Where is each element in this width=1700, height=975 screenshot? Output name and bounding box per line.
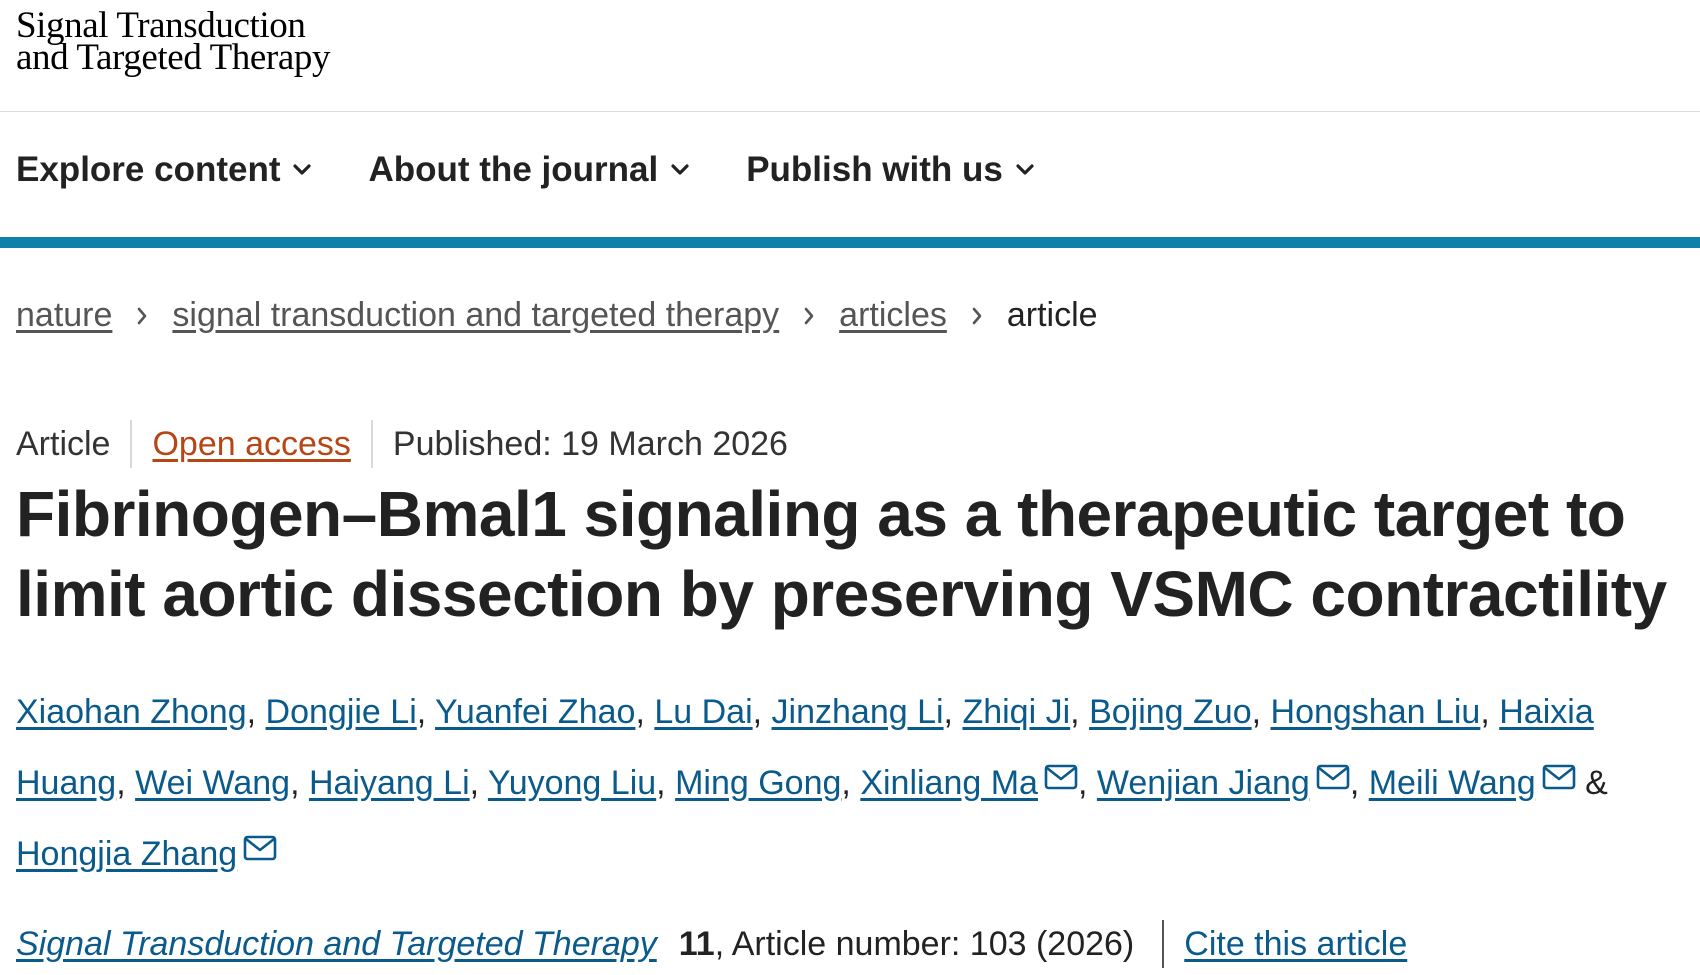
article-title: Fibrinogen–Bmal1 signaling as a therapeu…	[16, 478, 1667, 630]
author-separator: ,	[841, 764, 861, 802]
nav-about-journal-label: About the journal	[368, 150, 659, 189]
author-link[interactable]: Wei Wang	[135, 764, 291, 802]
meta-divider	[130, 420, 133, 468]
author-separator: &	[1575, 764, 1608, 802]
mail-icon[interactable]	[1542, 764, 1576, 790]
nav-publish-with-us-label: Publish with us	[746, 150, 1003, 189]
chevron-down-icon	[671, 164, 689, 175]
chevron-right-icon	[136, 306, 148, 326]
chevron-right-icon	[971, 306, 983, 326]
author-separator: ,	[1251, 693, 1271, 731]
logo-line-2: and Targeted Therapy	[16, 37, 331, 78]
author-separator: ,	[116, 764, 136, 802]
author-link[interactable]: Haixia Huang	[16, 693, 1594, 802]
author-separator: ,	[1070, 693, 1090, 731]
mail-icon[interactable]	[1044, 764, 1078, 790]
citation-line: Signal Transduction and Targeted Therapy…	[16, 920, 1407, 968]
mail-icon[interactable]	[243, 835, 277, 861]
author-link[interactable]: Ming Gong	[675, 764, 842, 802]
author-list: Xiaohan Zhong, Dongjie Li, Yuanfei Zhao,…	[16, 677, 1686, 890]
mail-icon[interactable]	[1316, 764, 1350, 790]
author-link[interactable]: Yuanfei Zhao	[435, 693, 636, 731]
journal-logo[interactable]: Signal Transduction and Targeted Therapy	[16, 5, 331, 78]
author-link[interactable]: Jinzhang Li	[771, 693, 944, 731]
author-link[interactable]: Dongjie Li	[265, 693, 417, 731]
nav-explore-content[interactable]: Explore content	[16, 150, 312, 190]
nav-accent-bar	[0, 237, 1700, 248]
citation-volume: 11	[678, 924, 715, 963]
nav-about-journal[interactable]: About the journal	[368, 150, 690, 190]
author-link[interactable]: Hongshan Liu	[1270, 693, 1481, 731]
citation-divider	[1162, 920, 1165, 968]
author-separator: ,	[416, 693, 436, 731]
published-date: Published: 19 March 2026	[392, 424, 788, 463]
header-divider	[0, 111, 1700, 112]
chevron-right-icon	[803, 306, 815, 326]
author-link[interactable]: Lu Dai	[654, 693, 753, 731]
author-link[interactable]: Bojing Zuo	[1089, 693, 1252, 731]
breadcrumb-journal[interactable]: signal transduction and targeted therapy	[172, 296, 780, 334]
breadcrumb-current: article	[1006, 296, 1098, 334]
open-access-link[interactable]: Open access	[152, 424, 351, 463]
author-separator: ,	[290, 764, 309, 802]
main-nav: Explore content About the journal Publis…	[16, 150, 1091, 190]
citation-article-number: , Article number: 103 (2026)	[714, 924, 1135, 963]
author-separator: ,	[246, 693, 266, 731]
chevron-down-icon	[1016, 164, 1034, 175]
citation-journal-link[interactable]: Signal Transduction and Targeted Therapy	[16, 924, 657, 963]
author-separator: ,	[469, 764, 488, 802]
cite-this-article-link[interactable]: Cite this article	[1184, 924, 1408, 963]
author-link[interactable]: Xinliang Ma	[860, 764, 1038, 802]
author-link[interactable]: Meili Wang	[1368, 764, 1536, 802]
nav-explore-content-label: Explore content	[16, 150, 281, 189]
author-link[interactable]: Hongjia Zhang	[16, 835, 238, 873]
author-link[interactable]: Zhiqi Ji	[962, 693, 1071, 731]
breadcrumb: nature signal transduction and targeted …	[16, 296, 1098, 335]
author-separator: ,	[1480, 693, 1500, 731]
meta-divider	[370, 420, 373, 468]
author-link[interactable]: Xiaohan Zhong	[16, 693, 247, 731]
author-link[interactable]: Haiyang Li	[308, 764, 470, 802]
nav-publish-with-us[interactable]: Publish with us	[746, 150, 1035, 190]
logo-line-1: Signal Transduction	[16, 5, 306, 46]
article-type: Article	[16, 424, 111, 463]
author-separator: ,	[1077, 764, 1097, 802]
breadcrumb-articles[interactable]: articles	[839, 296, 947, 334]
author-separator: ,	[752, 693, 772, 731]
breadcrumb-nature[interactable]: nature	[16, 296, 113, 334]
author-link[interactable]: Wenjian Jiang	[1096, 764, 1310, 802]
author-separator: ,	[656, 764, 676, 802]
author-separator: ,	[943, 693, 963, 731]
author-link[interactable]: Yuyong Liu	[487, 764, 657, 802]
article-meta: Article Open access Published: 19 March …	[16, 420, 788, 468]
chevron-down-icon	[293, 164, 312, 175]
author-separator: ,	[635, 693, 655, 731]
author-separator: ,	[1349, 764, 1369, 802]
